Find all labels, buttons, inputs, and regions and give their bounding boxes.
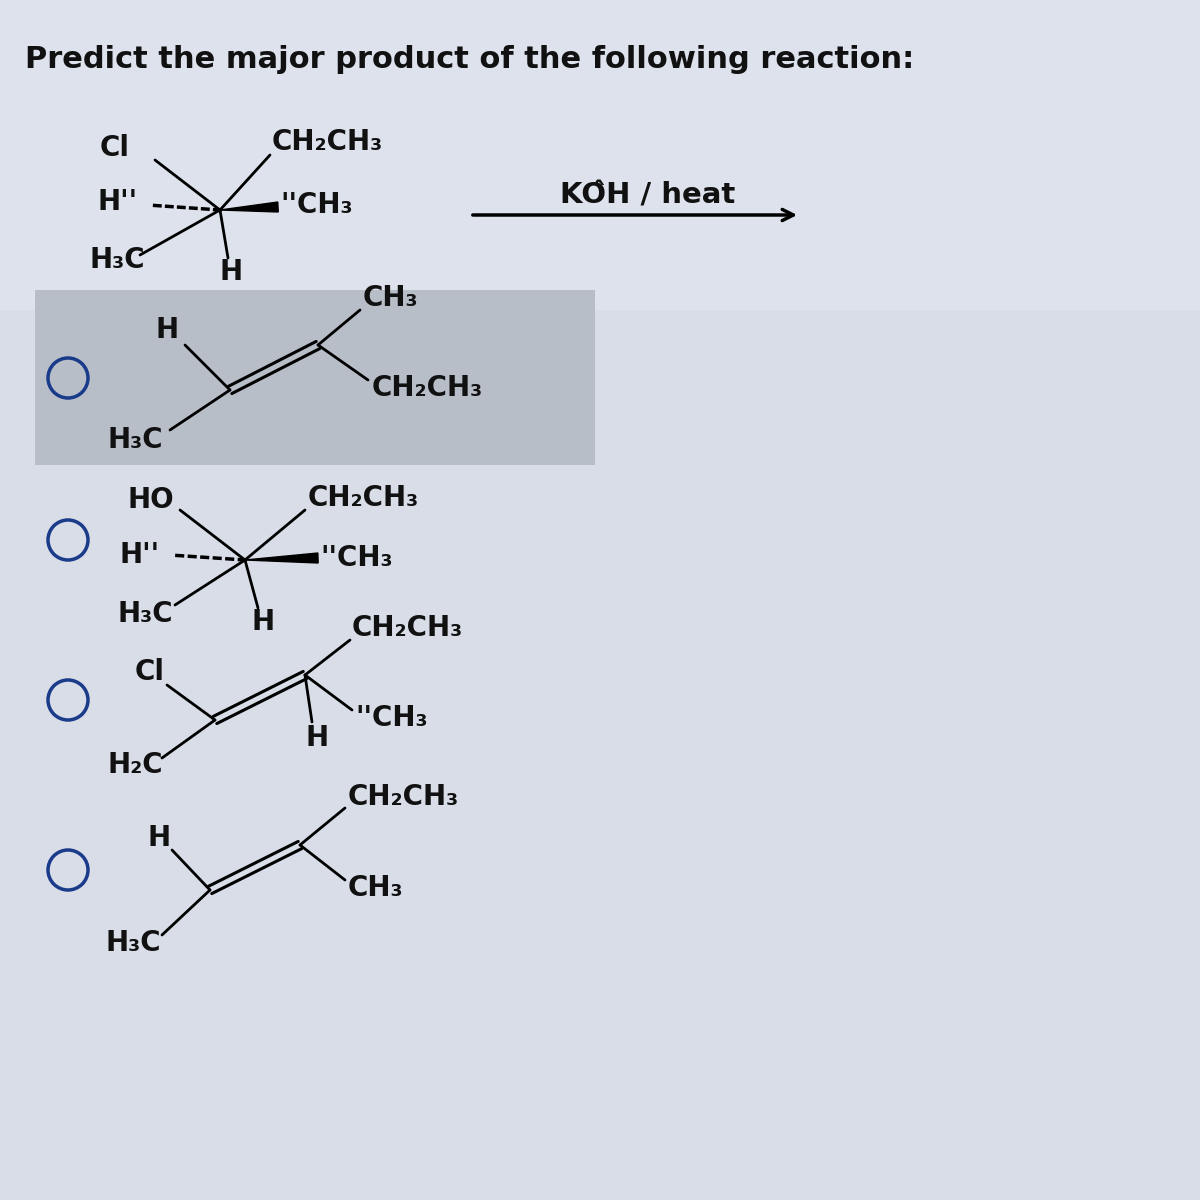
Text: CH₂CH₃: CH₂CH₃ — [372, 374, 484, 402]
Text: ''CH₃: ''CH₃ — [355, 704, 427, 732]
Text: HO: HO — [128, 486, 175, 514]
Text: H: H — [220, 258, 244, 286]
Text: Cl: Cl — [100, 134, 130, 162]
Text: CH₂CH₃: CH₂CH₃ — [308, 484, 419, 512]
Text: H: H — [155, 316, 178, 344]
Text: ''CH₃: ''CH₃ — [280, 191, 353, 218]
Text: H: H — [306, 724, 329, 752]
Text: CH₃: CH₃ — [364, 284, 419, 312]
Bar — [0, 0, 1200, 310]
Text: H₂C: H₂C — [108, 751, 163, 779]
Text: CH₃: CH₃ — [348, 874, 403, 902]
Polygon shape — [245, 553, 318, 563]
Bar — [35, 290, 595, 464]
Text: H₃C: H₃C — [118, 600, 174, 628]
Text: H₃C: H₃C — [90, 246, 145, 274]
Text: H₃C: H₃C — [108, 426, 163, 454]
Text: Cl: Cl — [134, 658, 166, 686]
Text: H'': H'' — [120, 541, 160, 569]
Text: H₃C: H₃C — [106, 929, 161, 958]
Text: H: H — [148, 824, 172, 852]
Text: CH₂CH₃: CH₂CH₃ — [348, 782, 460, 811]
Polygon shape — [220, 202, 278, 212]
Text: H'': H'' — [98, 188, 138, 216]
Text: H: H — [252, 608, 275, 636]
Text: Predict the major product of the following reaction:: Predict the major product of the followi… — [25, 44, 914, 74]
Text: ''CH₃: ''CH₃ — [320, 544, 392, 572]
Text: KÔH / heat: KÔH / heat — [560, 181, 736, 209]
Text: CH₂CH₃: CH₂CH₃ — [352, 614, 463, 642]
Text: CH₂CH₃: CH₂CH₃ — [272, 128, 383, 156]
